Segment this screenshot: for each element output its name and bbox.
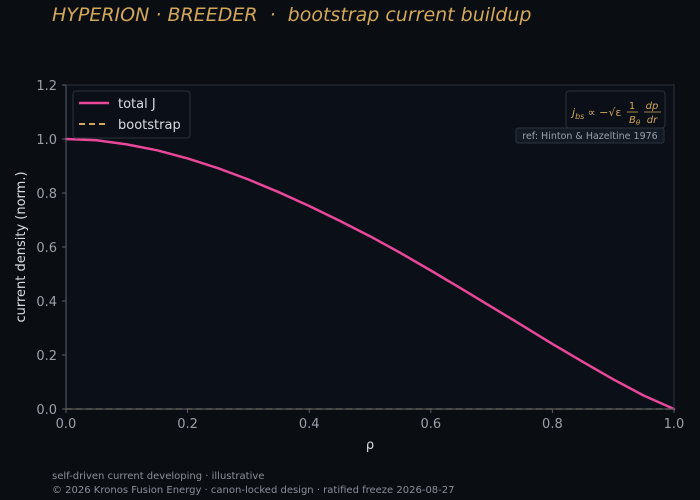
formula-annotation: jbs ∝ −√ε 1 Bθ dp dr xyxy=(565,90,666,129)
reference-annotation: ref: Hinton & Hazeltine 1976 xyxy=(515,127,665,144)
formula-text: jbs ∝ −√ε xyxy=(570,106,621,121)
reference-text: ref: Hinton & Hazeltine 1976 xyxy=(522,131,657,142)
y-tick-label: 0.2 xyxy=(36,349,57,364)
x-tick-label: 0.0 xyxy=(56,417,77,432)
y-tick-label: 1.0 xyxy=(36,133,57,148)
x-tick-label: 0.2 xyxy=(177,417,198,432)
x-tick-label: 1.0 xyxy=(664,417,685,432)
title-separator: · xyxy=(269,4,276,26)
x-tick-label: 0.8 xyxy=(542,417,563,432)
title-brand: HYPERION · BREEDER xyxy=(52,4,258,26)
x-tick-label: 0.4 xyxy=(299,417,320,432)
formula-frac1-den: Bθ xyxy=(629,115,641,127)
y-tick-label: 0.6 xyxy=(36,241,57,256)
y-axis-label: current density (norm.) xyxy=(14,171,29,322)
formula-frac2-den: dr xyxy=(647,115,658,126)
formula-frac1-num: 1 xyxy=(629,101,635,112)
legend-label-bootstrap: bootstrap xyxy=(118,118,181,133)
legend: total J bootstrap xyxy=(72,90,191,139)
formula-frac2-num: dp xyxy=(646,101,659,112)
title-subtitle: bootstrap current buildup xyxy=(287,4,532,26)
x-axis-label: ρ xyxy=(366,438,374,453)
y-tick-label: 0.8 xyxy=(36,187,57,202)
footer-copyright: © 2026 Kronos Fusion Energy · canon-lock… xyxy=(52,485,455,496)
axes-layer: 0.0 0.2 0.4 0.6 0.8 1.0 0.0 0.2 0.4 0.6 0.8 1.0 1.2 xyxy=(36,79,684,432)
footer-note: self-driven current developing · illustr… xyxy=(52,471,265,482)
page-title: HYPERION · BREEDER · bootstrap current b… xyxy=(52,4,532,26)
y-tick-label: 0.0 xyxy=(36,403,57,418)
reference-box xyxy=(515,127,665,144)
series-line-total-j xyxy=(64,137,676,411)
legend-label-total-j: total J xyxy=(118,97,156,112)
y-tick-label: 1.2 xyxy=(36,79,57,94)
x-tick-label: 0.6 xyxy=(420,417,441,432)
y-tick-label: 0.4 xyxy=(36,295,57,310)
